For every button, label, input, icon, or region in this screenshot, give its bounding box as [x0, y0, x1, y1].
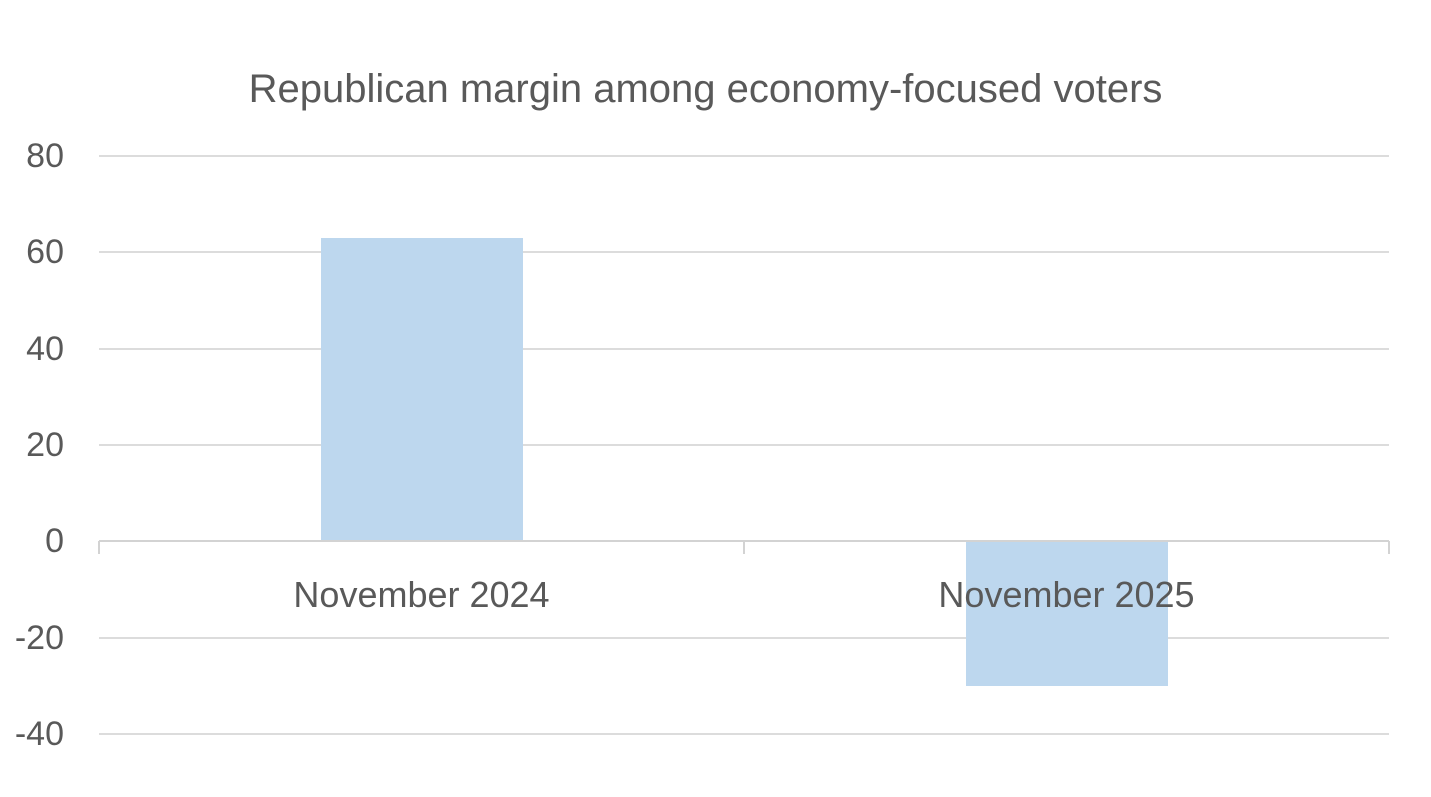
bar [965, 541, 1168, 686]
chart-title: Republican margin among economy-focused … [248, 67, 1163, 111]
y-axis-tick-label: 40 [26, 329, 64, 368]
gridline [99, 733, 1389, 735]
x-axis-tick [743, 541, 745, 555]
y-axis-tick-label: 20 [26, 426, 64, 464]
y-axis-tick-label: -40 [14, 715, 64, 753]
gridline [99, 251, 1389, 254]
gridline [99, 444, 1389, 446]
gridline [99, 347, 1389, 350]
x-axis-tick [98, 541, 100, 555]
gridline [99, 155, 1389, 157]
y-axis-tick-label: 80 [26, 137, 64, 175]
x-axis-category-label: November 2025 [938, 574, 1195, 616]
bar [320, 237, 523, 542]
x-axis-tick [1388, 541, 1390, 555]
y-axis-tick-label: -20 [14, 618, 64, 657]
y-axis-tick-label: 0 [45, 522, 64, 561]
x-axis-category-label: November 2024 [293, 574, 550, 616]
y-axis-tick-label: 60 [26, 233, 64, 272]
gridline [99, 636, 1389, 639]
